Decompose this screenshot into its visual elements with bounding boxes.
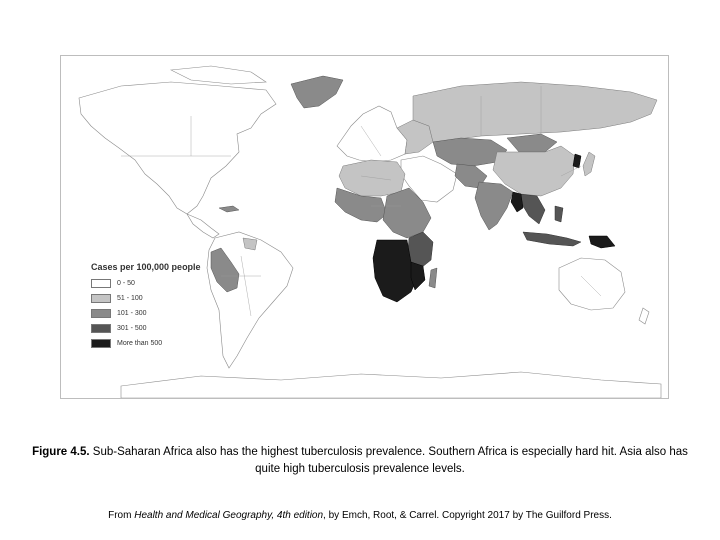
australia-region [558,257,626,311]
papua-region [588,235,616,249]
north-america-region [78,81,277,215]
legend-label: 0 - 50 [117,280,135,287]
figure-label: Figure 4.5. [32,446,90,458]
credit-suffix: , by Emch, Root, & Carrel. Copyright 201… [323,510,612,521]
legend-item: 101 - 300 [91,306,221,321]
legend-item: More than 500 [91,336,221,351]
caption-text: Sub-Saharan Africa also has the highest … [89,446,688,475]
philippines-region [554,205,564,223]
china-region [492,145,576,197]
credit-prefix: From [108,510,135,521]
legend-label: 101 - 300 [117,310,147,317]
greenland-region [290,75,344,109]
myanmar-region [510,191,524,213]
europe-region [336,105,408,163]
antarctica-region [120,371,662,398]
legend-swatch [91,339,111,348]
legend-swatch [91,279,111,288]
legend-label: More than 500 [117,340,163,347]
mozambique-region [410,261,426,291]
figure-caption: Figure 4.5. Sub-Saharan Africa also has … [20,444,700,478]
southeast-asia-region [518,193,546,225]
canadian-arctic-islands [169,65,267,85]
west-africa-region [334,187,388,223]
north-africa-region [338,159,406,197]
legend-item: 0 - 50 [91,276,221,291]
japan-region [582,151,596,177]
southern-africa-region [372,239,420,303]
madagascar-region [428,267,438,289]
central-america-region [186,213,220,239]
map-figure: Cases per 100,000 people 0 - 50 51 - 100… [60,55,669,399]
legend-swatch [91,324,111,333]
source-credit: From Health and Medical Geography, 4th e… [20,509,700,523]
korea-region [572,153,582,169]
country-boundaries [121,86,602,317]
legend-swatch [91,309,111,318]
legend-item: 301 - 500 [91,321,221,336]
mongolia-region [506,133,558,153]
book-title: Health and Medical Geography, 4th editio… [134,510,324,521]
indonesia-region [522,231,582,247]
peru-bolivia-region [210,247,240,293]
world-choropleth-map [78,65,662,398]
india-region [474,181,514,231]
map-legend: Cases per 100,000 people 0 - 50 51 - 100… [91,262,221,351]
legend-title: Cases per 100,000 people [91,262,201,272]
caribbean-region [218,205,240,213]
guyana-region [242,237,258,251]
middle-east-region [400,155,458,203]
new-zealand-region [638,307,650,325]
legend-item: 51 - 100 [91,291,221,306]
russia-region [412,81,658,143]
legend-label: 301 - 500 [117,325,147,332]
legend-label: 51 - 100 [117,295,143,302]
legend-swatch [91,294,111,303]
